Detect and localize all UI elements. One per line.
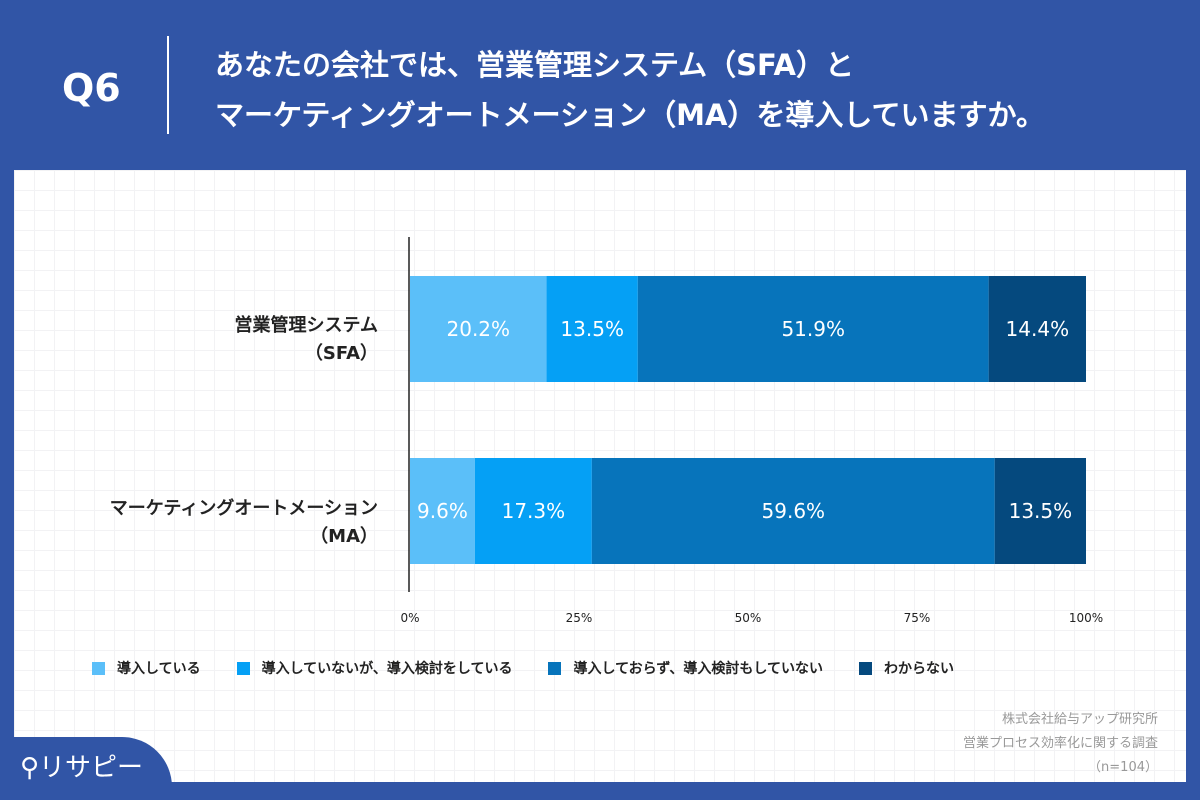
data-label: 14.4%: [1006, 317, 1070, 341]
legend-item: 導入している: [92, 658, 201, 678]
legend-label: 導入している: [117, 661, 201, 677]
legend-swatch: [92, 661, 105, 675]
category-label-line: 営業管理システム: [234, 315, 378, 336]
bar-segment: [410, 276, 547, 382]
category-label-line: マーケティングオートメーション: [109, 498, 378, 519]
legend: 導入している 導入していないが、導入検討をしている 導入しておらず、導入検討もしてい…: [92, 658, 990, 678]
question-title: あなたの会社では、営業管理システム（SFA）と マーケティングオートメーション（…: [215, 40, 1045, 140]
bar-segment: [474, 458, 592, 564]
legend-label: 導入していないが、導入検討をしている: [261, 661, 513, 677]
bar-segment: [994, 458, 1086, 564]
question-number: Q6: [62, 66, 121, 110]
sample-size: （n=104）: [1088, 760, 1158, 775]
x-tick-label: 75%: [904, 611, 931, 625]
data-label: 51.9%: [781, 317, 845, 341]
logo: ⚲リサピー: [0, 737, 172, 800]
stacked-bar-chart: 20.2% 13.5% 51.9% 14.4% 9.6% 17.3% 59.6% 13.5% 0…: [400, 237, 1103, 625]
legend-label: わからない: [883, 661, 954, 677]
divider: [167, 36, 169, 134]
legend-swatch: [858, 661, 872, 675]
bar-segment: [410, 458, 475, 564]
data-label: 13.5%: [1009, 499, 1073, 523]
category-label-ma: マーケティングオートメーション （MA）: [110, 495, 378, 551]
bar-segment: [546, 276, 638, 382]
legend-item: わからない: [858, 658, 954, 678]
title-line-1: あなたの会社では、営業管理システム（SFA）と: [215, 48, 854, 82]
bar-segment: [988, 276, 1086, 382]
data-label: 17.3%: [502, 499, 566, 523]
legend-item: 導入しておらず、導入検討もしていない: [548, 658, 823, 678]
pin-icon: ⚲: [20, 753, 40, 783]
chart-panel: 営業管理システム （SFA） マーケティングオートメーション （MA） 20.2…: [14, 170, 1186, 782]
title-line-2: マーケティングオートメーション（MA）を導入していますか。: [215, 98, 1045, 132]
x-tick-label: 0%: [400, 611, 419, 625]
data-label: 13.5%: [560, 317, 624, 341]
data-label: 9.6%: [417, 499, 468, 523]
category-label-line: （MA）: [310, 526, 378, 547]
source-note: 株式会社給与アップ研究所 営業プロセス効率化に関する調査 （n=104）: [963, 708, 1158, 780]
legend-swatch: [236, 661, 250, 675]
legend-swatch: [548, 661, 562, 675]
legend-label: 導入しておらず、導入検討もしていない: [573, 661, 823, 677]
legend-item: 導入していないが、導入検討をしている: [236, 658, 513, 678]
source-line: 株式会社給与アップ研究所: [1001, 712, 1158, 727]
source-line: 営業プロセス効率化に関する調査: [962, 736, 1158, 751]
bar-segment: [591, 458, 995, 564]
data-label: 59.6%: [762, 499, 826, 523]
x-tick-label: 100%: [1069, 611, 1103, 625]
category-label-sfa: 営業管理システム （SFA）: [235, 312, 378, 368]
x-tick-label: 50%: [735, 611, 762, 625]
data-label: 20.2%: [447, 317, 511, 341]
x-tick-label: 25%: [566, 611, 593, 625]
bar-segment: [637, 276, 989, 382]
category-label-line: （SFA）: [304, 343, 378, 364]
logo-text: リサピー: [39, 753, 144, 783]
